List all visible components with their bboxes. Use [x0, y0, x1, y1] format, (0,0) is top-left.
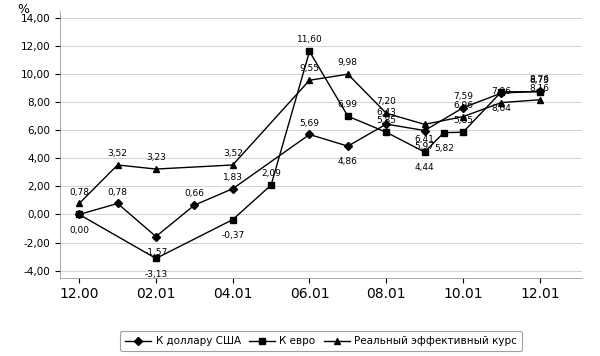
К доллару США — [114, 201, 121, 206]
Text: 0,78: 0,78 — [107, 188, 128, 197]
Реальный эффективный курс — [536, 98, 544, 102]
Text: 3,23: 3,23 — [146, 153, 166, 162]
Text: 7,59: 7,59 — [453, 92, 473, 101]
Text: 5,69: 5,69 — [299, 119, 319, 127]
Text: 3,52: 3,52 — [223, 149, 242, 158]
Text: 9,55: 9,55 — [299, 64, 319, 73]
К евро — [460, 130, 467, 134]
Text: 8,73: 8,73 — [530, 76, 550, 85]
Text: 9,98: 9,98 — [338, 58, 358, 67]
Text: 0,78: 0,78 — [69, 188, 89, 197]
К доллару США — [344, 144, 352, 148]
Реальный эффективный курс — [498, 100, 505, 105]
Legend: К доллару США, К евро, Реальный эффективный курс: К доллару США, К евро, Реальный эффектив… — [120, 331, 522, 351]
Реальный эффективный курс — [460, 115, 467, 119]
Text: 6,99: 6,99 — [338, 100, 358, 109]
Text: 1,83: 1,83 — [223, 173, 243, 182]
К доллару США — [498, 91, 505, 95]
Реальный эффективный курс — [76, 201, 83, 206]
К доллару США — [536, 89, 544, 94]
Text: 8,16: 8,16 — [530, 84, 550, 93]
Text: 5,97: 5,97 — [415, 142, 434, 151]
Text: 7,20: 7,20 — [376, 97, 396, 106]
К евро — [229, 218, 236, 222]
Реальный эффективный курс — [421, 122, 428, 126]
Line: К евро: К евро — [76, 49, 542, 261]
К евро — [268, 183, 275, 187]
К евро — [383, 130, 390, 134]
К евро — [498, 90, 505, 94]
К доллару США — [383, 122, 390, 126]
Реальный эффективный курс — [306, 78, 313, 82]
Реальный эффективный курс — [229, 163, 236, 167]
Text: 11,60: 11,60 — [296, 36, 322, 44]
К евро — [421, 150, 428, 154]
Text: 3,52: 3,52 — [107, 149, 128, 158]
К доллару США — [191, 203, 198, 207]
Text: 5,85: 5,85 — [453, 116, 473, 125]
Text: -3,13: -3,13 — [145, 269, 167, 278]
Text: 5,82: 5,82 — [434, 144, 454, 153]
Text: 6,96: 6,96 — [453, 101, 473, 110]
Y-axis label: %: % — [17, 3, 29, 16]
Text: -1,57: -1,57 — [145, 248, 167, 257]
Реальный эффективный курс — [114, 163, 121, 167]
Реальный эффективный курс — [383, 111, 390, 115]
Text: 4,86: 4,86 — [338, 157, 358, 166]
Text: 7,96: 7,96 — [491, 87, 511, 96]
К доллару США — [229, 187, 236, 191]
Text: 6,41: 6,41 — [415, 136, 434, 145]
Text: 2,09: 2,09 — [261, 169, 281, 178]
К евро — [344, 114, 352, 118]
Реальный эффективный курс — [152, 167, 160, 171]
К доллару США — [76, 212, 83, 216]
Line: К доллару США: К доллару США — [76, 89, 542, 239]
Text: 4,44: 4,44 — [415, 163, 434, 172]
К доллару США — [421, 129, 428, 133]
К евро — [536, 90, 544, 94]
Text: 8,76: 8,76 — [530, 75, 550, 84]
Line: Реальный эффективный курс: Реальный эффективный курс — [76, 71, 543, 207]
К доллару США — [306, 132, 313, 137]
К евро — [76, 212, 83, 216]
Text: 0,00: 0,00 — [69, 226, 89, 235]
К евро — [152, 256, 160, 261]
Text: 5,85: 5,85 — [376, 116, 396, 125]
К евро — [440, 131, 448, 135]
Text: 8,64: 8,64 — [491, 104, 511, 113]
Реальный эффективный курс — [344, 72, 352, 76]
К доллару США — [460, 106, 467, 110]
К доллару США — [152, 234, 160, 239]
Text: -0,37: -0,37 — [221, 231, 244, 240]
К евро — [306, 49, 313, 53]
Text: 0,66: 0,66 — [184, 189, 205, 198]
Text: 6,43: 6,43 — [376, 108, 396, 117]
